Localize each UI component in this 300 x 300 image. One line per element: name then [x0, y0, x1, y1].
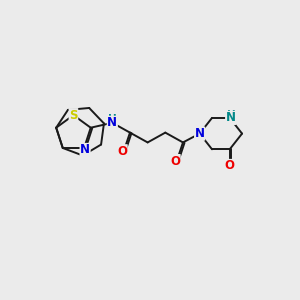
Text: S: S: [69, 109, 78, 122]
Text: N: N: [80, 143, 90, 157]
Text: O: O: [170, 154, 180, 168]
Text: N: N: [226, 111, 236, 124]
Text: O: O: [117, 145, 127, 158]
Text: H: H: [227, 110, 236, 120]
Text: O: O: [225, 160, 235, 172]
Text: N: N: [107, 116, 117, 129]
Text: H: H: [108, 114, 117, 124]
Text: N: N: [195, 127, 205, 140]
